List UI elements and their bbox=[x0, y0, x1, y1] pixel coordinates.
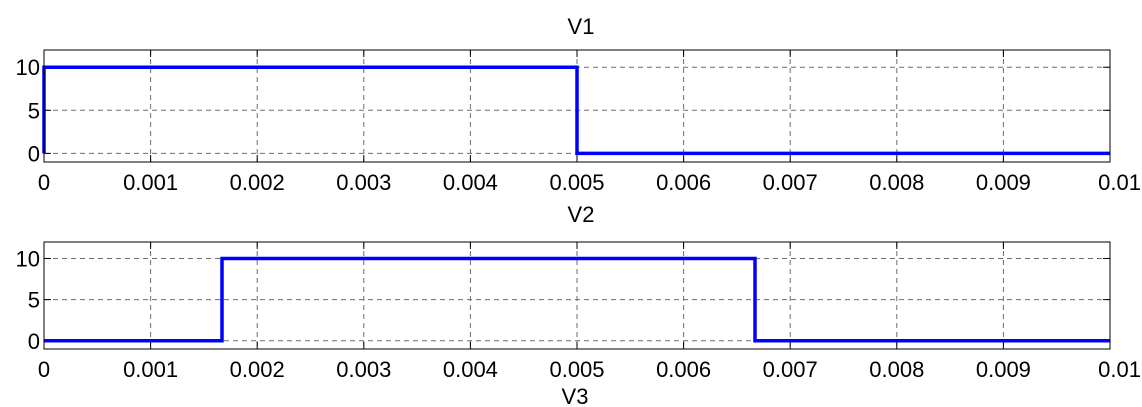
y-tick-label: 5 bbox=[28, 288, 40, 313]
x-tick-label: 0.007 bbox=[763, 357, 818, 382]
y-tick-label: 10 bbox=[16, 55, 40, 80]
x-tick-label: 0.004 bbox=[443, 170, 498, 195]
x-tick-label: 0.002 bbox=[230, 170, 285, 195]
subplot-1: V1 0 0.001 0.002 0.003 0.004 0.005 0.006 0.007 0.… bbox=[16, 14, 1141, 195]
x-tick-label: 0.001 bbox=[123, 357, 178, 382]
x-tick-label: 0.002 bbox=[230, 357, 285, 382]
x-tick-label: 0 bbox=[38, 357, 50, 382]
x-tick-label: 0.008 bbox=[869, 357, 924, 382]
x-tick-label: 0.009 bbox=[976, 170, 1031, 195]
subplot-title: V1 bbox=[568, 14, 595, 39]
plots-container: V1 0 0.001 0.002 0.003 0.004 0.005 0.006 0.007 0.… bbox=[16, 14, 1141, 382]
x-tick-label: 0.009 bbox=[976, 357, 1031, 382]
x-tick-label: 0.01 bbox=[1098, 357, 1141, 382]
y-tick-label: 5 bbox=[28, 98, 40, 123]
x-tick-label: 0 bbox=[38, 170, 50, 195]
series-line bbox=[44, 256, 1110, 343]
axes-border bbox=[43, 49, 1111, 163]
y-tick-label: 0 bbox=[28, 141, 40, 166]
x-tick-label: 0.004 bbox=[443, 357, 498, 382]
x-tick-label: 0.003 bbox=[336, 170, 391, 195]
subplot-title: V2 bbox=[568, 202, 595, 227]
x-tick-label: 0.008 bbox=[869, 170, 924, 195]
x-tick-label: 0.001 bbox=[123, 170, 178, 195]
x-tick-label: 0.005 bbox=[549, 170, 604, 195]
x-tick-label: 0.003 bbox=[336, 357, 391, 382]
chart-title-v3: V3 bbox=[562, 384, 589, 407]
x-tick-label: 0.007 bbox=[763, 170, 818, 195]
y-tick-label: 0 bbox=[28, 329, 40, 354]
x-tick-label: 0.005 bbox=[549, 357, 604, 382]
subplot-2: V2 0 0.001 0.002 0.003 0.004 0.005 0.006 0.007 0.… bbox=[16, 202, 1141, 382]
x-tick-label: 0.01 bbox=[1098, 170, 1141, 195]
x-tick-label: 0.006 bbox=[656, 170, 711, 195]
y-tick-label: 10 bbox=[16, 246, 40, 271]
x-tick-label: 0.006 bbox=[656, 357, 711, 382]
axes-border bbox=[43, 241, 1111, 350]
